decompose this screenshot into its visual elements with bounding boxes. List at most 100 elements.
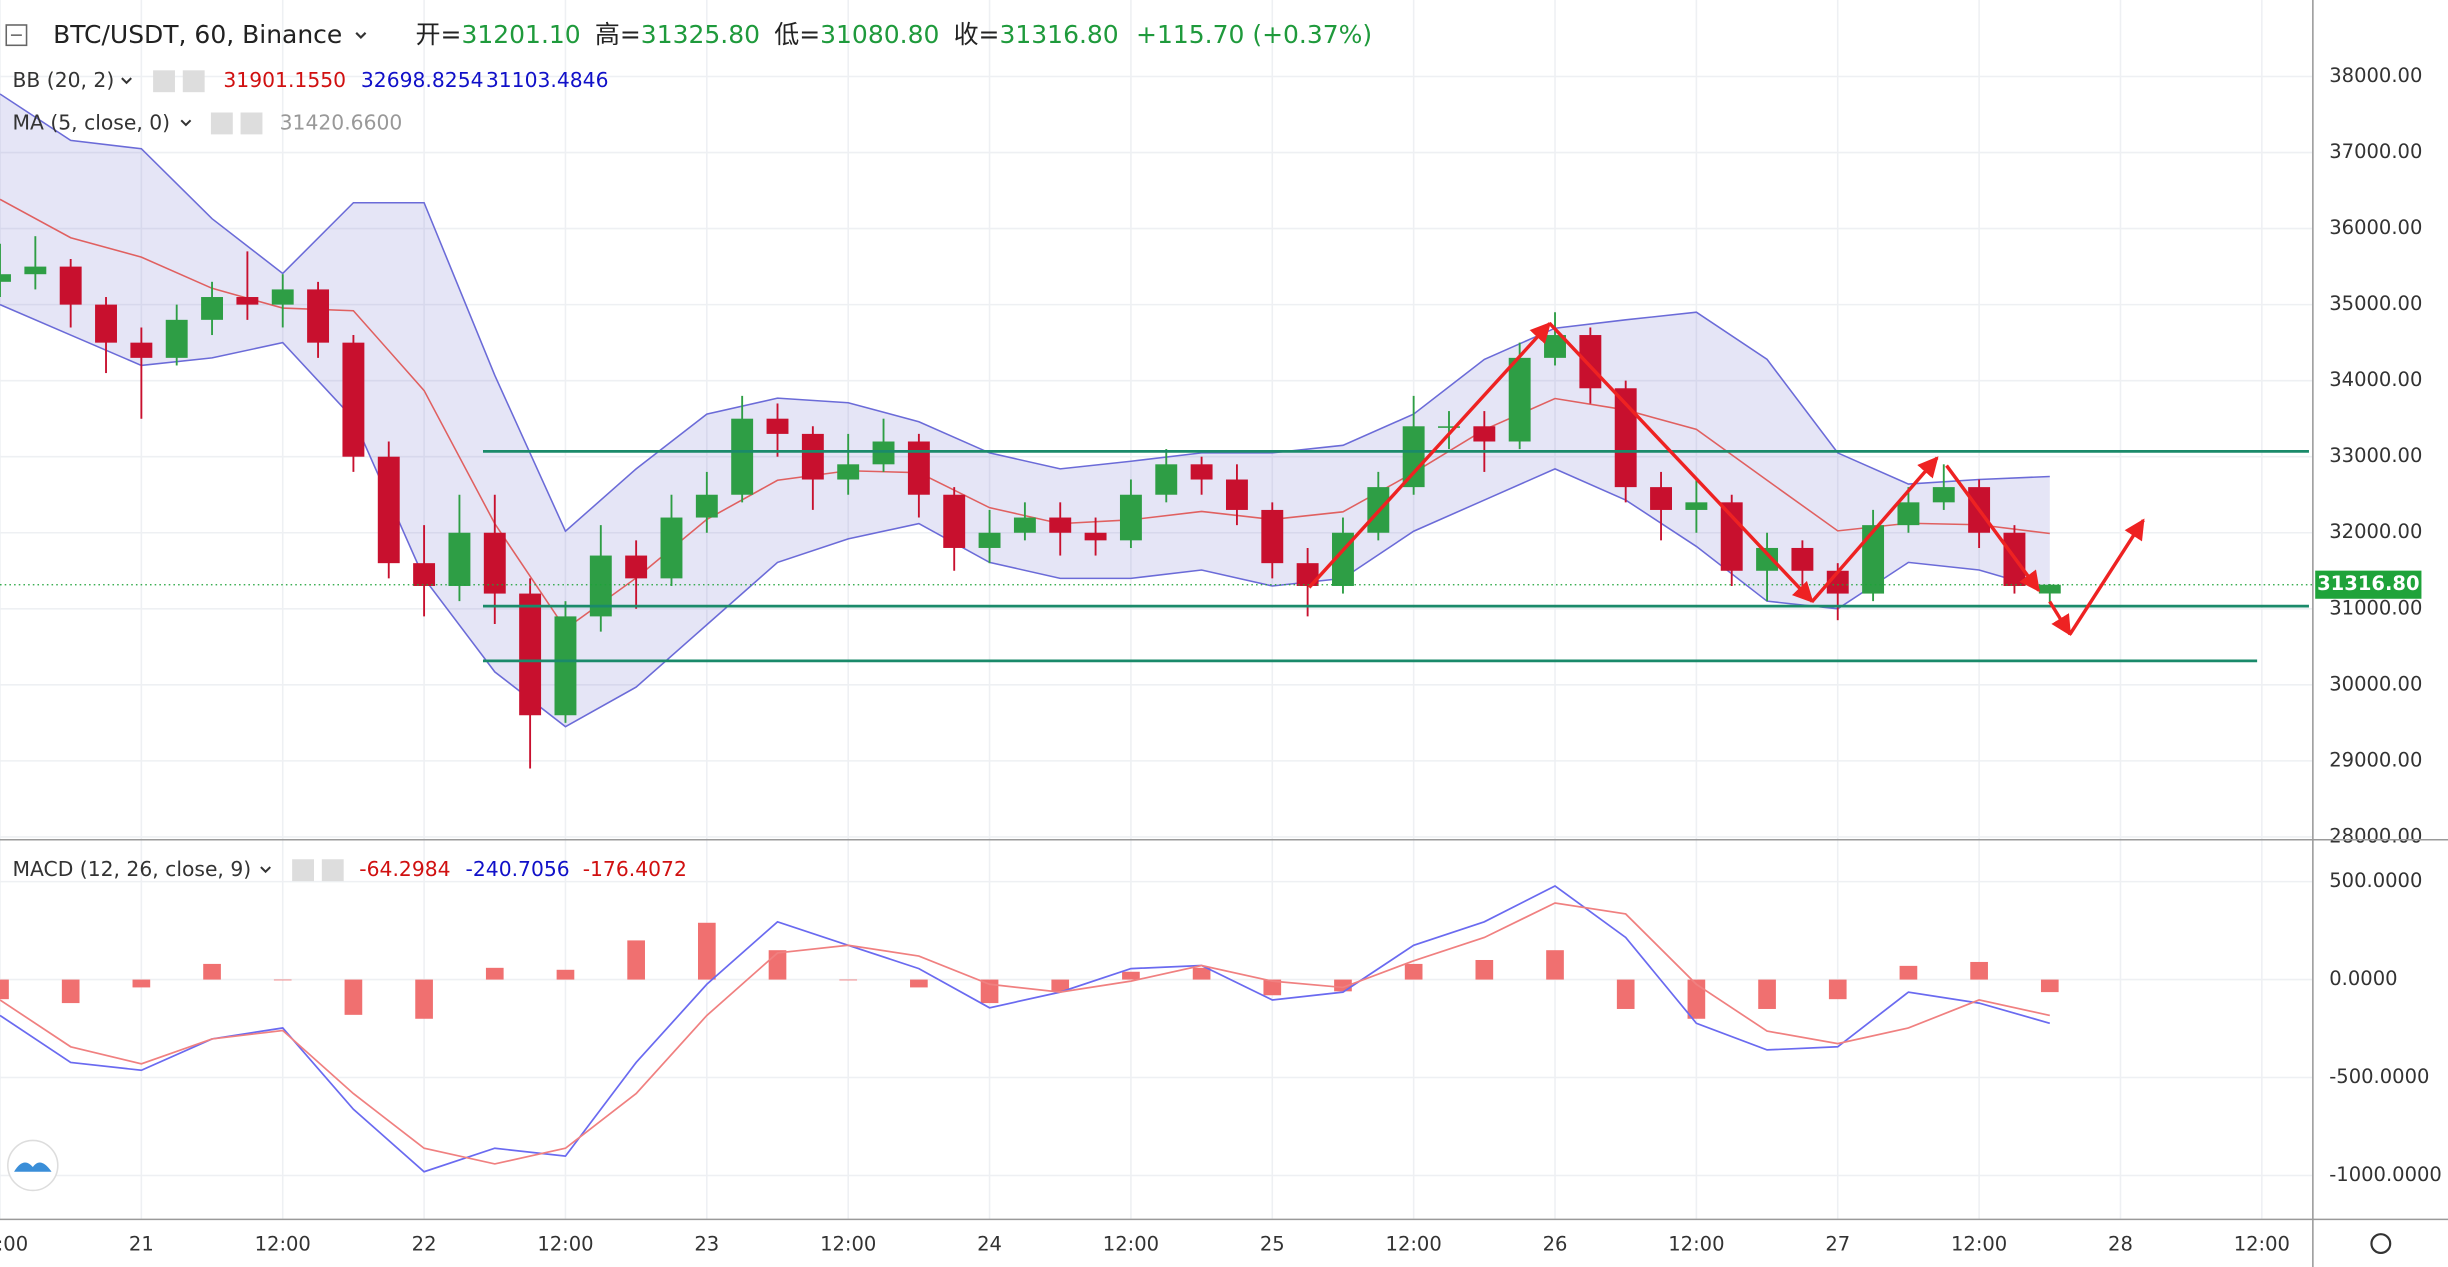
y-tick-label: -500.0000 xyxy=(2329,1065,2429,1088)
macd-name[interactable]: MACD (12, 26, close, 9) xyxy=(12,857,251,881)
chevron[interactable] xyxy=(180,119,192,127)
visibility-icon[interactable] xyxy=(292,859,315,882)
band-line xyxy=(0,93,2050,533)
y-tick-label: 37000.00 xyxy=(2329,140,2422,163)
trend-arrow xyxy=(1307,321,1552,589)
trend-arrow xyxy=(2068,518,2145,636)
histogram-bar xyxy=(1687,979,1706,1019)
candle-body xyxy=(589,555,612,617)
histogram-bar xyxy=(0,979,9,1000)
trend-arrow xyxy=(2048,600,2072,637)
x-tick-label: 12:00 xyxy=(1668,1233,1724,1256)
y-tick-label: 0.0000 xyxy=(2329,967,2397,990)
candle-body xyxy=(519,593,542,716)
band-fill xyxy=(0,93,2050,727)
histogram-bar xyxy=(485,967,504,980)
candle-body xyxy=(1791,547,1814,571)
candle-body xyxy=(1685,502,1708,510)
x-tick-label: 12:00 xyxy=(255,1233,311,1256)
x-tick-label: 12:00 xyxy=(0,1233,28,1256)
x-tick-label: 27 xyxy=(1825,1233,1850,1256)
candle-body xyxy=(1508,357,1531,442)
candle-body xyxy=(1438,426,1460,428)
settings-icon[interactable] xyxy=(2370,1233,2392,1255)
candle-body xyxy=(1932,487,1955,503)
histogram-bar xyxy=(1192,967,1211,980)
bb-value: 31901.1550 xyxy=(223,68,346,92)
candle-body xyxy=(1473,426,1496,442)
remove-icon[interactable] xyxy=(182,70,205,93)
ohlc-value: 31201.10 xyxy=(461,20,580,49)
remove-icon[interactable] xyxy=(240,112,263,135)
x-tick-label: 21 xyxy=(129,1233,154,1256)
x-tick-label: 12:00 xyxy=(1386,1233,1442,1256)
candle-body xyxy=(95,304,117,343)
ohlc-value: 31080.80 xyxy=(820,20,939,49)
ohlc-label: 开= xyxy=(416,20,462,49)
histogram-bar xyxy=(1475,959,1494,980)
logo[interactable] xyxy=(7,1139,59,1192)
chevron[interactable] xyxy=(355,32,367,40)
x-tick-label: 26 xyxy=(1543,1233,1568,1256)
histogram-bar xyxy=(61,979,80,1004)
candle-body xyxy=(1119,494,1142,541)
last-price-label: 31316.80 xyxy=(2317,572,2419,595)
visibility-icon[interactable] xyxy=(210,112,233,135)
ma-name[interactable]: MA (5, close, 0) xyxy=(12,110,170,134)
candle-body xyxy=(1897,502,1920,526)
histogram-bar xyxy=(2040,979,2059,993)
trend-arrow xyxy=(1810,456,1939,603)
histogram-bar xyxy=(1828,979,1847,1000)
histogram-bar xyxy=(132,979,151,988)
macd-line xyxy=(0,884,2051,1173)
logo-mark xyxy=(14,1162,52,1172)
histogram-bar xyxy=(1758,979,1776,1009)
candle-body xyxy=(943,494,966,548)
histogram-bar xyxy=(1334,979,1352,992)
histogram-bar xyxy=(1970,961,1988,980)
bb-name[interactable]: BB (20, 2) xyxy=(12,68,114,92)
histogram-bar xyxy=(1051,979,1070,992)
candle-body xyxy=(1155,464,1178,495)
candle-body xyxy=(731,418,754,495)
candle-body xyxy=(1013,517,1036,533)
bb-value: 32698.8254 xyxy=(361,68,484,92)
remove-icon[interactable] xyxy=(321,859,344,882)
x-tick-label: 12:00 xyxy=(2234,1233,2290,1256)
candle-body xyxy=(978,532,1001,548)
y-tick-label: 31000.00 xyxy=(2329,596,2422,619)
histogram-bar xyxy=(980,979,999,1004)
candle-body xyxy=(1049,517,1072,533)
histogram-bar xyxy=(627,940,645,980)
symbol[interactable]: BTC/USDT, 60, Binance xyxy=(53,20,342,49)
histogram-bar xyxy=(203,963,221,980)
y-tick-label: 36000.00 xyxy=(2329,216,2422,239)
chevron[interactable] xyxy=(121,77,132,85)
visibility-icon[interactable] xyxy=(153,70,175,93)
y-tick-label: 28000.00 xyxy=(2329,824,2422,847)
histogram-bar xyxy=(1263,979,1282,996)
histogram-bar xyxy=(415,979,433,1019)
y-tick-label: 38000.00 xyxy=(2329,64,2422,87)
x-tick-label: 12:00 xyxy=(1103,1233,1159,1256)
histogram-bar xyxy=(697,922,716,980)
grid xyxy=(0,0,2313,1219)
collapse-icon[interactable] xyxy=(5,24,28,47)
candle-body xyxy=(695,494,718,518)
x-tick-label: 12:00 xyxy=(820,1233,876,1256)
chevron[interactable] xyxy=(260,866,271,874)
candle-body xyxy=(766,418,789,434)
candle-body xyxy=(554,616,577,716)
plot-area xyxy=(0,884,2059,1173)
histogram-bar xyxy=(910,979,928,988)
candle-body xyxy=(201,297,224,320)
x-tick-label: 12:00 xyxy=(537,1233,593,1256)
candle-body xyxy=(907,441,930,495)
macd-value: -240.7056 xyxy=(466,857,570,881)
y-tick-label: 32000.00 xyxy=(2329,520,2422,543)
histogram-bar xyxy=(768,950,787,980)
